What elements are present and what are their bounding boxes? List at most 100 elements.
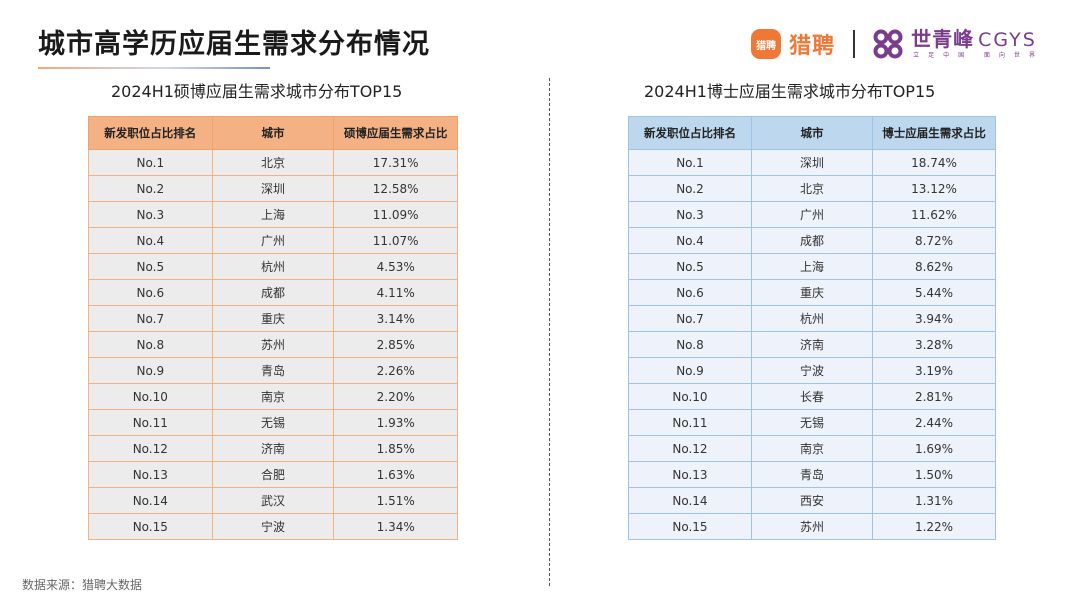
- share-cell: 11.62%: [872, 201, 996, 228]
- table-row: No.11 无锡 2.44%: [628, 409, 996, 436]
- share-cell: 5.44%: [872, 279, 996, 306]
- rank-cell: No.11: [628, 409, 752, 436]
- table-row: No.8 济南 3.28%: [628, 331, 996, 358]
- city-cell: 武汉: [211, 487, 335, 514]
- city-cell: 重庆: [750, 279, 874, 306]
- table-row: No.3 广州 11.62%: [628, 201, 996, 228]
- rank-cell: No.14: [88, 487, 213, 514]
- city-cell: 宁波: [750, 357, 874, 384]
- table-row: No.5 杭州 4.53%: [88, 253, 458, 280]
- share-cell: 1.31%: [872, 487, 996, 514]
- table-row: No.15 宁波 1.34%: [88, 513, 458, 540]
- share-cell: 1.51%: [333, 487, 458, 514]
- rank-cell: No.9: [88, 357, 213, 384]
- title-underline: [38, 67, 270, 69]
- city-cell: 青岛: [211, 357, 335, 384]
- rank-cell: No.15: [88, 513, 213, 540]
- rank-cell: No.2: [628, 175, 752, 202]
- table-header-row: 新发职位占比排名 城市 硕博应届生需求占比: [88, 116, 458, 150]
- rank-cell: No.4: [88, 227, 213, 254]
- column-header: 城市: [211, 116, 335, 150]
- share-cell: 13.12%: [872, 175, 996, 202]
- share-cell: 1.63%: [333, 461, 458, 488]
- city-cell: 成都: [211, 279, 335, 306]
- share-cell: 2.20%: [333, 383, 458, 410]
- rank-cell: No.7: [88, 305, 213, 332]
- share-cell: 12.58%: [333, 175, 458, 202]
- share-cell: 18.74%: [872, 149, 996, 176]
- city-cell: 长春: [750, 383, 874, 410]
- table-row: No.2 北京 13.12%: [628, 175, 996, 202]
- share-cell: 1.22%: [872, 513, 996, 540]
- table-row: No.13 青岛 1.50%: [628, 461, 996, 488]
- city-cell: 北京: [750, 175, 874, 202]
- share-cell: 1.50%: [872, 461, 996, 488]
- share-cell: 3.19%: [872, 357, 996, 384]
- share-cell: 3.94%: [872, 305, 996, 332]
- table-row: No.8 苏州 2.85%: [88, 331, 458, 358]
- table-row: No.14 武汉 1.51%: [88, 487, 458, 514]
- rank-cell: No.7: [628, 305, 752, 332]
- table-row: No.6 成都 4.11%: [88, 279, 458, 306]
- city-cell: 深圳: [211, 175, 335, 202]
- share-cell: 2.26%: [333, 357, 458, 384]
- table-row: No.4 成都 8.72%: [628, 227, 996, 254]
- left-table-heading: 2024H1硕博应届生需求城市分布TOP15: [111, 82, 403, 101]
- rank-cell: No.2: [88, 175, 213, 202]
- city-cell: 苏州: [211, 331, 335, 358]
- column-header: 硕博应届生需求占比: [333, 116, 458, 150]
- table-row: No.7 杭州 3.94%: [628, 305, 996, 332]
- table-row: No.1 北京 17.31%: [88, 149, 458, 176]
- brand-logos: 猎聘 猎聘 世青峰 CGYS 立足中国 面向世界: [751, 26, 1044, 62]
- cgys-logo-icon: [873, 29, 903, 59]
- rank-cell: No.4: [628, 227, 752, 254]
- table-row: No.6 重庆 5.44%: [628, 279, 996, 306]
- city-cell: 上海: [211, 201, 335, 228]
- share-cell: 1.34%: [333, 513, 458, 540]
- cgys-brand: 世青峰 CGYS 立足中国 面向世界: [911, 29, 1044, 59]
- share-cell: 1.93%: [333, 409, 458, 436]
- column-header: 博士应届生需求占比: [872, 116, 996, 150]
- city-cell: 苏州: [750, 513, 874, 540]
- column-header: 城市: [750, 116, 874, 150]
- share-cell: 1.85%: [333, 435, 458, 462]
- city-cell: 上海: [750, 253, 874, 280]
- city-cell: 杭州: [211, 253, 335, 280]
- table-row: No.9 宁波 3.19%: [628, 357, 996, 384]
- rank-cell: No.3: [628, 201, 752, 228]
- share-cell: 2.81%: [872, 383, 996, 410]
- rank-cell: No.1: [628, 149, 752, 176]
- rank-cell: No.8: [628, 331, 752, 358]
- table-row: No.14 西安 1.31%: [628, 487, 996, 514]
- share-cell: 3.28%: [872, 331, 996, 358]
- table-row: No.12 济南 1.85%: [88, 435, 458, 462]
- city-cell: 北京: [211, 149, 335, 176]
- table-row: No.10 南京 2.20%: [88, 383, 458, 410]
- table-row: No.7 重庆 3.14%: [88, 305, 458, 332]
- city-cell: 济南: [211, 435, 335, 462]
- page-title: 城市高学历应届生需求分布情况: [38, 29, 430, 60]
- table-row: No.9 青岛 2.26%: [88, 357, 458, 384]
- share-cell: 4.11%: [333, 279, 458, 306]
- liepin-brand-name: 猎聘: [789, 34, 836, 59]
- rank-cell: No.12: [88, 435, 213, 462]
- city-cell: 西安: [750, 487, 874, 514]
- table-row: No.13 合肥 1.63%: [88, 461, 458, 488]
- city-cell: 南京: [211, 383, 335, 410]
- rank-cell: No.9: [628, 357, 752, 384]
- city-cell: 广州: [750, 201, 874, 228]
- city-cell: 广州: [211, 227, 335, 254]
- rank-cell: No.5: [628, 253, 752, 280]
- share-cell: 1.69%: [872, 435, 996, 462]
- city-cell: 合肥: [211, 461, 335, 488]
- rank-cell: No.3: [88, 201, 213, 228]
- rank-cell: No.12: [628, 435, 752, 462]
- rank-cell: No.14: [628, 487, 752, 514]
- table-row: No.2 深圳 12.58%: [88, 175, 458, 202]
- center-divider: [549, 78, 550, 586]
- rank-cell: No.11: [88, 409, 213, 436]
- phd-city-table: 新发职位占比排名 城市 博士应届生需求占比 No.1 深圳 18.74% No.2 北京…: [628, 116, 996, 540]
- share-cell: 4.53%: [333, 253, 458, 280]
- city-cell: 无锡: [750, 409, 874, 436]
- city-cell: 重庆: [211, 305, 335, 332]
